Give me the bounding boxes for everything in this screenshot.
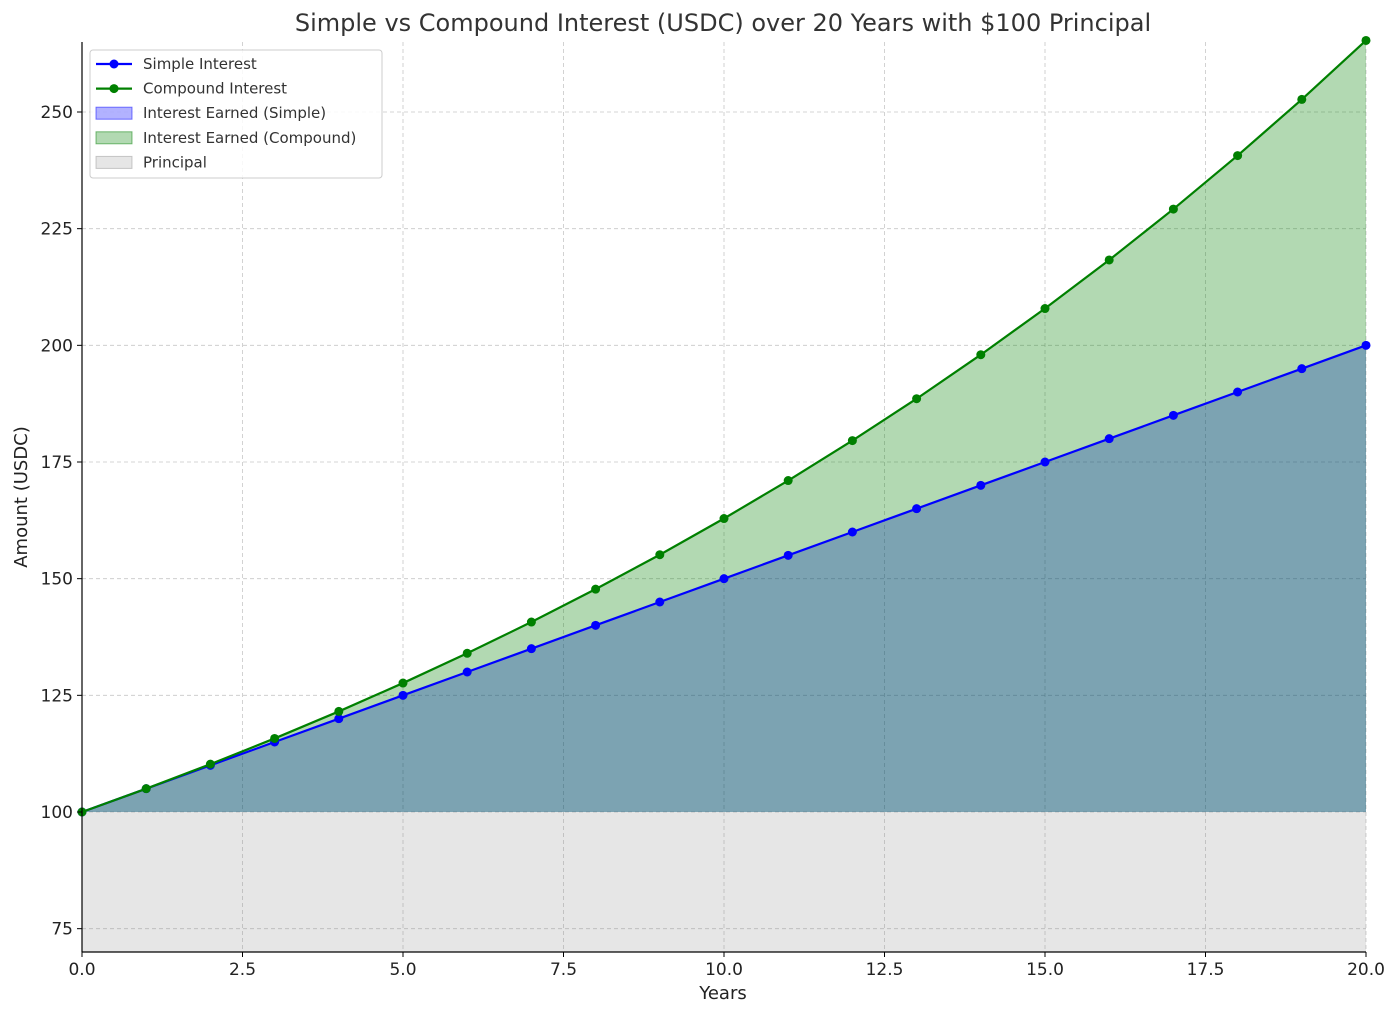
simple-interest-point (462, 667, 472, 677)
y-tick-label: 175 (41, 453, 73, 473)
legend-fill-swatch (95, 131, 133, 145)
compound-interest-point (783, 476, 793, 486)
simple-interest-point (1361, 340, 1371, 350)
simple-interest-point (783, 550, 793, 560)
y-axis-label: Amount (USDC) (11, 426, 32, 568)
x-tick-label: 7.5 (550, 960, 577, 980)
compound-interest-point (334, 706, 344, 716)
compound-interest-point (719, 514, 729, 524)
compound-interest-point (1168, 204, 1178, 214)
simple-interest-point (1104, 434, 1114, 444)
x-tick-label: 0.0 (68, 960, 95, 980)
simple-interest-point (1233, 387, 1243, 397)
simple-interest-point (719, 574, 729, 584)
legend-label: Interest Earned (Compound) (143, 129, 356, 147)
compound-interest-point (270, 733, 280, 743)
simple-interest-point (591, 620, 601, 630)
compound-interest-area (82, 40, 1366, 812)
simple-interest-point (976, 480, 986, 490)
legend-label: Principal (143, 153, 207, 171)
compound-interest-point (1297, 94, 1307, 104)
compound-interest-point (1233, 151, 1243, 161)
chart-title: Simple vs Compound Interest (USDC) over … (295, 9, 1151, 37)
legend-label: Interest Earned (Simple) (143, 104, 326, 122)
compound-interest-point (976, 350, 986, 360)
y-tick-label: 75 (51, 920, 73, 940)
compound-interest-point (912, 394, 922, 404)
legend-fill-swatch (95, 106, 133, 120)
compound-interest-point (847, 436, 857, 446)
compound-interest-point (591, 584, 601, 594)
y-tick-label: 200 (41, 336, 73, 356)
legend-fill-swatch (95, 155, 133, 169)
x-tick-label: 2.5 (229, 960, 256, 980)
tick-labels: 0.0 2.5 5.0 7.5 10.0 12.5 15.0 17.5 20.0 75 100 125… (41, 103, 1385, 980)
compound-interest-point (141, 784, 151, 794)
legend: Simple Interest Compound Interest Interest… (89, 49, 383, 179)
legend-marker-swatch (109, 84, 119, 94)
simple-interest-point (1297, 364, 1307, 374)
simple-interest-point (655, 597, 665, 607)
compound-interest-point (462, 648, 472, 658)
compound-interest-point (655, 550, 665, 560)
legend-box (89, 49, 383, 179)
simple-interest-point (334, 714, 344, 724)
simple-interest-point (1040, 457, 1050, 467)
x-tick-label: 5.0 (389, 960, 416, 980)
x-tick-label: 20.0 (1347, 960, 1385, 980)
simple-interest-point (1168, 410, 1178, 420)
x-tick-label: 10.0 (705, 960, 743, 980)
compound-interest-point (1361, 35, 1371, 45)
y-tick-label: 100 (41, 803, 73, 823)
compound-interest-point (1040, 304, 1050, 314)
simple-interest-point (398, 690, 408, 700)
compound-interest-point (1104, 255, 1114, 265)
series-lines (77, 35, 1371, 817)
x-axis-label: Years (698, 983, 747, 1004)
x-tick-label: 15.0 (1026, 960, 1064, 980)
simple-interest-point (912, 504, 922, 514)
principal-area (82, 812, 1366, 952)
y-tick-label: 250 (41, 103, 73, 123)
x-tick-label: 17.5 (1187, 960, 1225, 980)
legend-label: Compound Interest (143, 80, 287, 98)
simple-interest-point (526, 644, 536, 654)
legend-label: Simple Interest (143, 55, 257, 73)
y-tick-label: 225 (41, 220, 73, 240)
y-tick-label: 150 (41, 570, 73, 590)
simple-interest-point (847, 527, 857, 537)
legend-marker-swatch (109, 59, 119, 69)
compound-interest-point (205, 759, 215, 769)
x-tick-label: 12.5 (866, 960, 904, 980)
y-tick-label: 125 (41, 686, 73, 706)
compound-interest-point (398, 678, 408, 688)
compound-interest-point (526, 617, 536, 627)
